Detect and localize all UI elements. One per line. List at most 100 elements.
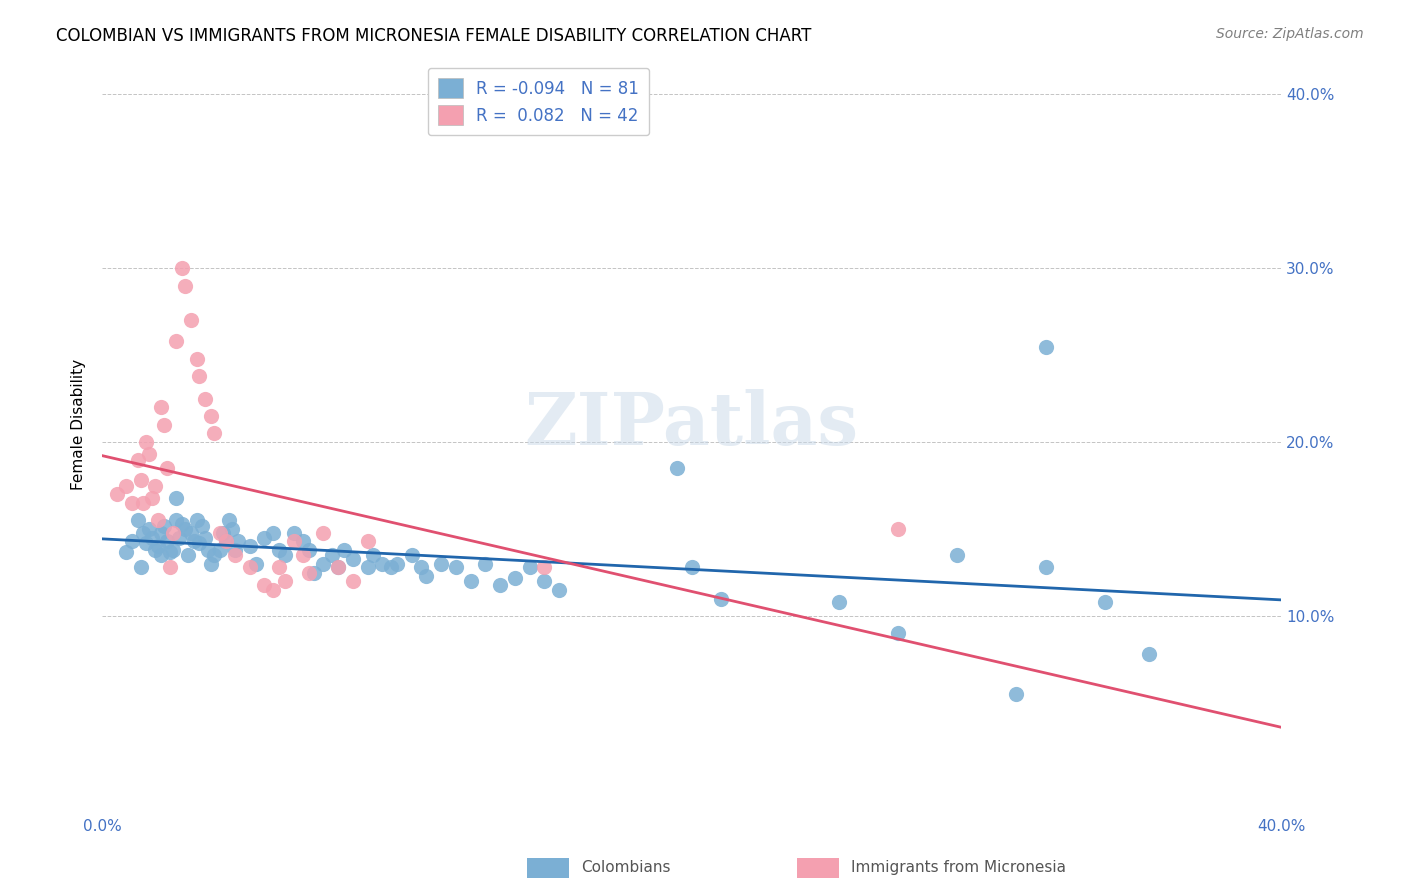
Point <box>415 569 437 583</box>
Point <box>188 369 211 384</box>
Point <box>114 544 136 558</box>
Point <box>141 531 163 545</box>
Point <box>267 560 290 574</box>
Point <box>245 557 267 571</box>
Point <box>291 534 314 549</box>
Point <box>356 560 378 574</box>
Point <box>253 578 276 592</box>
Point <box>143 478 166 492</box>
Point <box>297 543 319 558</box>
Point <box>666 461 689 475</box>
Point <box>186 351 208 366</box>
Point <box>385 557 408 571</box>
Point <box>342 574 364 589</box>
Point <box>159 544 181 558</box>
Text: Source: ZipAtlas.com: Source: ZipAtlas.com <box>1216 27 1364 41</box>
Point <box>342 551 364 566</box>
Point <box>165 334 187 349</box>
Point <box>141 491 163 505</box>
Y-axis label: Female Disability: Female Disability <box>72 359 86 491</box>
Point <box>1005 687 1028 701</box>
Point <box>215 534 238 549</box>
Text: ZIPatlas: ZIPatlas <box>524 389 859 460</box>
Point <box>283 525 305 540</box>
Point <box>312 557 335 571</box>
Point <box>946 548 969 562</box>
Point <box>170 516 193 531</box>
Point <box>180 313 202 327</box>
Point <box>533 560 555 574</box>
Point <box>1094 595 1116 609</box>
Point <box>681 560 703 574</box>
Point <box>170 261 193 276</box>
Text: Colombians: Colombians <box>581 861 671 875</box>
Point <box>430 557 453 571</box>
Point <box>105 487 128 501</box>
Point <box>444 560 467 574</box>
Point <box>519 560 541 574</box>
Point <box>215 534 238 549</box>
Point <box>380 560 402 574</box>
Point <box>209 543 232 558</box>
Point <box>533 574 555 589</box>
Point <box>202 548 225 562</box>
Point <box>274 548 297 562</box>
Point <box>188 536 211 550</box>
Point <box>197 543 219 558</box>
Point <box>239 540 262 554</box>
Point <box>291 548 314 562</box>
Point <box>710 591 733 606</box>
Point <box>159 560 181 574</box>
Point <box>200 409 222 423</box>
Point <box>135 435 157 450</box>
Point <box>1137 648 1160 662</box>
Point <box>333 543 356 558</box>
Point <box>218 513 240 527</box>
Point <box>312 525 335 540</box>
Point <box>150 548 173 562</box>
Point <box>156 461 179 475</box>
Point <box>828 595 851 609</box>
Point <box>548 582 571 597</box>
Point <box>129 474 152 488</box>
Point <box>200 557 222 571</box>
Point <box>209 525 232 540</box>
Point <box>253 531 276 545</box>
Point <box>262 582 284 597</box>
Point <box>262 525 284 540</box>
Point <box>274 574 297 589</box>
Point <box>186 513 208 527</box>
Point <box>304 566 326 580</box>
Point <box>135 536 157 550</box>
Point <box>326 560 349 574</box>
Point <box>1035 560 1057 574</box>
Point <box>356 534 378 549</box>
Point <box>129 560 152 574</box>
Point <box>138 522 160 536</box>
Point <box>114 478 136 492</box>
Point <box>132 496 155 510</box>
Point <box>489 578 512 592</box>
Point <box>887 522 910 536</box>
Point <box>132 525 155 540</box>
Point <box>1035 339 1057 353</box>
Point <box>221 522 243 536</box>
Point <box>224 548 246 562</box>
Point <box>153 417 176 432</box>
Point <box>183 534 205 549</box>
Point <box>121 534 143 549</box>
Point <box>474 557 496 571</box>
Point <box>297 566 319 580</box>
Point <box>401 548 423 562</box>
Point <box>138 447 160 461</box>
Point <box>194 392 217 406</box>
Point <box>326 560 349 574</box>
Point <box>371 557 394 571</box>
Point <box>127 452 149 467</box>
Point <box>162 543 184 558</box>
Text: 0.0%: 0.0% <box>83 819 121 834</box>
Point <box>156 534 179 549</box>
Point <box>143 543 166 558</box>
Point <box>127 513 149 527</box>
Point <box>321 548 343 562</box>
